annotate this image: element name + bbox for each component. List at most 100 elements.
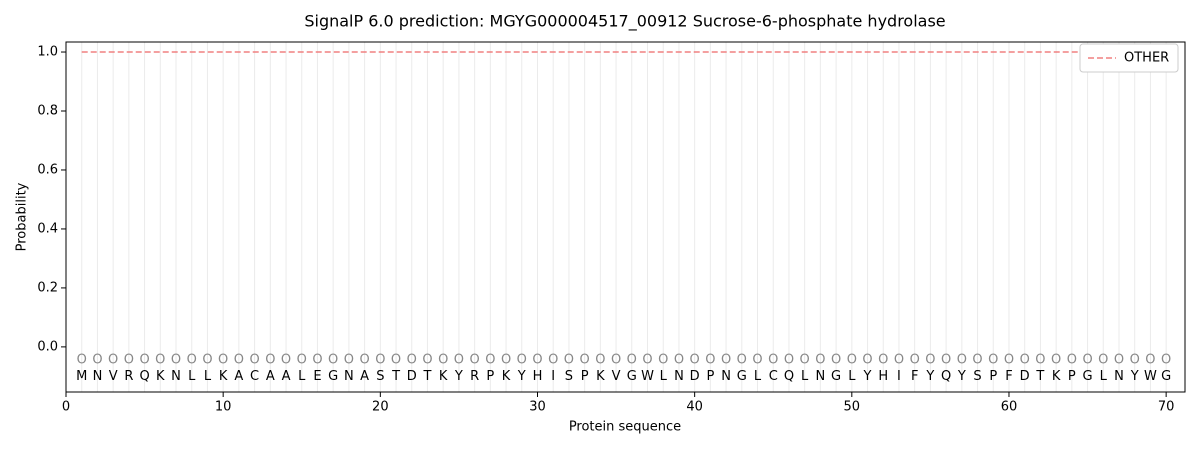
residue-label: Y — [957, 369, 966, 384]
residue-label: S — [376, 369, 384, 384]
x-tick-label: 20 — [372, 400, 389, 415]
residue-label: G — [328, 369, 338, 384]
residue-label: D — [690, 369, 700, 384]
region-label: O — [1114, 353, 1124, 368]
region-label: O — [517, 353, 527, 368]
residue-label: P — [581, 369, 589, 384]
region-label: O — [375, 353, 385, 368]
y-tick-label: 0.0 — [37, 339, 58, 354]
residue-label: D — [1020, 369, 1030, 384]
residue-label: F — [1005, 369, 1012, 384]
residue-label: G — [1161, 369, 1171, 384]
residue-label: K — [439, 369, 448, 384]
residue-label: K — [1052, 369, 1061, 384]
x-tick-label: 70 — [1158, 400, 1175, 415]
region-label: O — [1145, 353, 1155, 368]
region-label: O — [171, 353, 181, 368]
residue-label: A — [234, 369, 243, 384]
residue-label: N — [171, 369, 181, 384]
region-label: O — [187, 353, 197, 368]
x-tick-label: 30 — [529, 400, 546, 415]
y-tick-label: 0.2 — [37, 280, 58, 295]
region-label: O — [77, 353, 87, 368]
region-label: O — [658, 353, 668, 368]
residue-label: H — [878, 369, 888, 384]
residue-label: N — [1114, 369, 1124, 384]
region-label: O — [705, 353, 715, 368]
residue-label: G — [831, 369, 841, 384]
region-label: O — [470, 353, 480, 368]
region-label: O — [1035, 353, 1045, 368]
region-label: O — [595, 353, 605, 368]
residue-label: L — [1100, 369, 1108, 384]
residue-label: R — [470, 369, 479, 384]
residue-label: D — [407, 369, 417, 384]
residue-label: K — [219, 369, 228, 384]
region-label: O — [359, 353, 369, 368]
residue-label: S — [973, 369, 981, 384]
region-label: O — [218, 353, 228, 368]
residue-label: S — [565, 369, 573, 384]
x-tick-label: 10 — [215, 400, 232, 415]
residue-label: G — [737, 369, 747, 384]
residue-label: A — [360, 369, 369, 384]
region-label: O — [1051, 353, 1061, 368]
residue-label: L — [754, 369, 762, 384]
residue-label: Y — [454, 369, 463, 384]
region-label: O — [438, 353, 448, 368]
region-label: O — [454, 353, 464, 368]
region-label: O — [297, 353, 307, 368]
region-label: O — [1020, 353, 1030, 368]
region-label: O — [988, 353, 998, 368]
region-label: O — [249, 353, 259, 368]
region-label: O — [1082, 353, 1092, 368]
region-label: O — [234, 353, 244, 368]
residue-label: L — [801, 369, 809, 384]
residue-label: I — [897, 369, 901, 384]
residue-label: T — [1035, 369, 1044, 384]
region-label: O — [831, 353, 841, 368]
region-label: O — [737, 353, 747, 368]
region-label: O — [391, 353, 401, 368]
residue-label: H — [533, 369, 543, 384]
residue-label: G — [627, 369, 637, 384]
region-label: O — [674, 353, 684, 368]
legend-box — [1079, 43, 1179, 73]
region-label: O — [1130, 353, 1140, 368]
residue-label: A — [266, 369, 275, 384]
region-label: O — [202, 353, 212, 368]
region-label: O — [878, 353, 888, 368]
plot-frame — [65, 41, 1186, 393]
residue-label: I — [551, 369, 555, 384]
residue-label: L — [188, 369, 196, 384]
residue-label: N — [344, 369, 354, 384]
x-tick-label: 60 — [1001, 400, 1018, 415]
region-label: O — [800, 353, 810, 368]
region-label: O — [784, 353, 794, 368]
residue-label: C — [250, 369, 259, 384]
x-tick-label: 0 — [62, 400, 70, 415]
residue-label: W — [1144, 369, 1157, 384]
region-label: O — [580, 353, 590, 368]
region-label: O — [312, 353, 322, 368]
residue-label: V — [612, 369, 621, 384]
residue-label: L — [660, 369, 668, 384]
y-tick-label: 0.6 — [37, 162, 58, 177]
y-tick-label: 0.8 — [37, 103, 58, 118]
residue-label: Q — [139, 369, 149, 384]
residue-label: N — [816, 369, 826, 384]
residue-label: R — [124, 369, 133, 384]
residue-label: M — [76, 369, 87, 384]
residue-label: Y — [517, 369, 526, 384]
residue-label: G — [1083, 369, 1093, 384]
residue-label: L — [848, 369, 856, 384]
region-label: O — [690, 353, 700, 368]
residue-label: Q — [941, 369, 951, 384]
region-label: O — [407, 353, 417, 368]
residue-label: K — [502, 369, 511, 384]
region-label: O — [281, 353, 291, 368]
region-label: O — [501, 353, 511, 368]
region-label: O — [815, 353, 825, 368]
region-label: O — [894, 353, 904, 368]
